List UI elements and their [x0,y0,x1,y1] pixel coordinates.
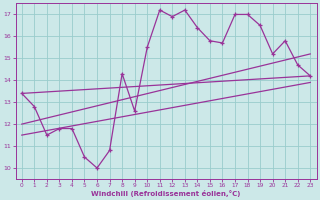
X-axis label: Windchill (Refroidissement éolien,°C): Windchill (Refroidissement éolien,°C) [91,190,241,197]
